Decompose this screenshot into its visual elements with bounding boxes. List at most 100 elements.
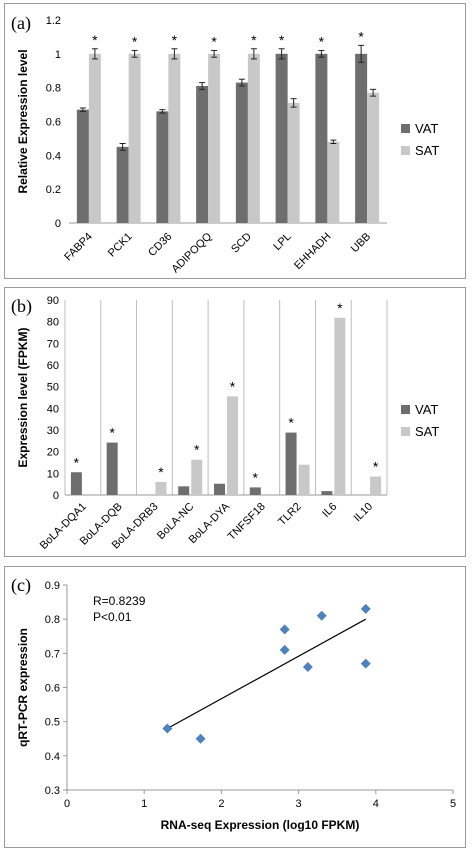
significance-star: *: [358, 28, 364, 44]
y-tick-label: 1: [55, 49, 61, 61]
y-tick-label: 70: [47, 338, 59, 350]
x-tick-label: 5: [450, 798, 456, 810]
bar-vat: [321, 491, 333, 495]
significance-star: *: [251, 32, 257, 48]
bar-sat: [298, 464, 310, 495]
data-point: [360, 658, 371, 669]
data-point: [279, 644, 290, 655]
legend-swatch-sat: [401, 427, 410, 436]
x-tick-label: 4: [373, 798, 379, 810]
bar-vat: [156, 111, 169, 223]
significance-star: *: [172, 32, 178, 48]
data-point: [162, 723, 173, 734]
legend-label: VAT: [415, 121, 438, 136]
bar-vat: [235, 82, 248, 223]
y-axis-title: Relative Expression level: [16, 49, 30, 193]
y-axis-title: Expression level (FPKM): [16, 327, 30, 467]
bar-vat: [285, 432, 297, 495]
significance-star: *: [92, 32, 98, 48]
x-tick-label: 1: [141, 798, 147, 810]
significance-star: *: [194, 442, 200, 458]
bar-vat: [315, 53, 328, 224]
category-label: SCD: [229, 231, 254, 256]
panel-c: (c) 0.3 0.4 0.5 0.6 0.7 0.8 0.9 0 1 2 3 4 5 R=0.8239 P<…: [4, 566, 466, 848]
bar-vat: [275, 53, 288, 224]
bar-vat: [355, 53, 368, 224]
bar-vat: [178, 486, 190, 495]
y-tick-label: 0.3: [45, 785, 60, 797]
bar-vat: [70, 472, 82, 495]
significance-star: *: [132, 33, 138, 49]
y-tick-label: 10: [47, 468, 59, 480]
data-point: [302, 662, 313, 672]
panel-label: (a): [11, 13, 31, 34]
significance-star: *: [74, 454, 80, 470]
y-tick-label: 0.2: [46, 184, 61, 196]
significance-star: *: [279, 32, 285, 48]
bar-vat: [196, 85, 209, 223]
x-tick-label: 3: [296, 798, 302, 810]
legend-label: VAT: [415, 402, 438, 417]
bar-sat: [155, 482, 167, 495]
legend-label: SAT: [415, 424, 439, 439]
significance-star: *: [288, 415, 294, 431]
data-point: [360, 603, 371, 614]
bar-sat: [247, 53, 260, 224]
bar-sat: [327, 141, 340, 223]
legend-swatch-vat: [401, 124, 410, 133]
category-label: LPL: [271, 231, 293, 253]
data-point: [279, 624, 290, 635]
y-tick-label: 20: [47, 447, 59, 459]
panel-label: (c): [11, 575, 31, 596]
bar-sat: [88, 53, 101, 224]
y-tick-label: 40: [47, 403, 59, 415]
bar-sat: [208, 53, 221, 224]
chart-b: (b)0102030405060708090*BoLA-DQA1*BoLA-DQ…: [11, 295, 439, 552]
bar-sat: [334, 317, 346, 495]
chart-c: (c) 0.3 0.4 0.5 0.6 0.7 0.8 0.9 0 1 2 3 4 5 R=0.8239 P<…: [11, 575, 456, 832]
significance-star: *: [319, 33, 325, 49]
significance-star: *: [253, 469, 259, 485]
category-label: TNFSF18: [226, 501, 268, 543]
category-label: EHHADH: [292, 231, 333, 272]
trendline: [167, 618, 367, 730]
chart-a: (a) 0 0.2 0.4 0.6 0.8 1 1.2 * FABP4 * PCK1 * CD36 * ADI…: [11, 13, 439, 275]
y-tick-label: 0.7: [45, 648, 60, 660]
bar-vat: [76, 109, 89, 223]
significance-star: *: [211, 33, 217, 49]
y-tick-label: 50: [47, 382, 59, 394]
category-label: BoLA-DQA1: [38, 501, 89, 552]
y-tick-label: 90: [47, 295, 59, 307]
x-tick-label: 0: [64, 798, 70, 810]
panel-b: (b) 0 10 20 30 40 50 60 70 80 90 * BoLA-DQA1 * BoLA-DQ…: [4, 287, 466, 557]
significance-star: *: [373, 459, 379, 475]
category-label: TLR2: [276, 501, 304, 529]
y-axis-title: qRT-PCR expression: [16, 628, 30, 747]
data-point: [316, 610, 327, 621]
bar-sat: [128, 53, 141, 224]
bar-vat: [116, 146, 129, 223]
data-point: [195, 733, 206, 744]
y-tick-label: 0.6: [45, 683, 60, 695]
y-tick-label: 30: [47, 425, 59, 437]
annotation-p: P<0.01: [93, 610, 132, 624]
y-tick-label: 1.2: [46, 15, 61, 27]
y-tick-label: 0.4: [46, 150, 61, 162]
significance-star: *: [109, 425, 115, 441]
panel-a: (a) 0 0.2 0.4 0.6 0.8 1 1.2 * FABP4 * PCK1 * CD36 * ADI…: [4, 3, 466, 279]
legend-swatch-vat: [401, 405, 410, 414]
y-tick-label: 80: [47, 317, 59, 329]
bar-sat: [191, 459, 203, 495]
x-axis-title: RNA-seq Expression (log10 FPKM): [161, 818, 360, 832]
bar-vat: [214, 483, 225, 495]
category-label: IL6: [320, 501, 339, 520]
bar-sat: [168, 53, 181, 224]
x-tick-label: 2: [218, 798, 224, 810]
y-tick-label: 0: [55, 218, 61, 230]
category-label: UBB: [349, 231, 373, 255]
bar-sat: [370, 476, 382, 495]
bar-vat: [249, 487, 261, 495]
category-label: PCK1: [106, 231, 135, 260]
category-label: ADIPOQQ: [169, 230, 214, 275]
y-tick-label: 0.8: [46, 83, 61, 95]
